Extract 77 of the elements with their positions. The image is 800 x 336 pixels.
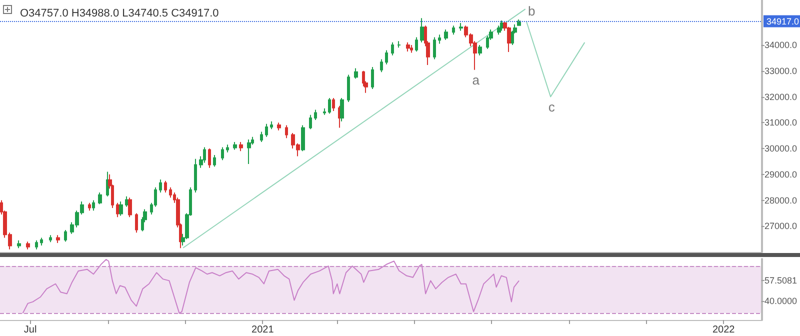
candlestick (332, 98, 335, 112)
candlestick (328, 98, 331, 114)
candlestick (233, 142, 237, 150)
candlestick (415, 36, 418, 52)
candlestick (285, 124, 288, 139)
candlestick (64, 230, 67, 242)
candlestick (314, 109, 317, 121)
candlestick (26, 241, 30, 250)
y-tick-label: 34000.0 (764, 40, 798, 50)
candlestick (391, 42, 394, 56)
y-tick-label: 28000.0 (764, 195, 798, 206)
candlestick (459, 22, 463, 32)
candlestick (119, 201, 123, 216)
candlestick (478, 44, 482, 56)
candlestick (354, 68, 358, 80)
y-tick-label: 40.0000 (764, 296, 798, 306)
candlestick (309, 114, 312, 130)
ref-line-label: 34917.0 (766, 16, 800, 26)
candlestick (397, 40, 401, 48)
candlestick (270, 120, 273, 130)
candlestick (88, 202, 91, 212)
candlestick (56, 234, 60, 244)
annotation: a (472, 72, 480, 88)
y-tick-label: 32000.0 (764, 92, 798, 102)
candlestick (135, 212, 138, 234)
x-tick-label: 2021 (252, 324, 274, 336)
candlestick (17, 240, 21, 249)
candlestick (340, 98, 344, 122)
candlestick (371, 66, 374, 90)
candlestick (194, 158, 197, 193)
y-tick-label: 30000.0 (764, 144, 798, 154)
candlestick (35, 240, 38, 250)
x-tick-label: Jul (24, 324, 37, 336)
candlestick (420, 18, 424, 43)
candlestick (507, 26, 511, 53)
candlestick (406, 42, 410, 52)
y-tick-label: 57.5081 (764, 276, 798, 286)
annotation: b (528, 3, 536, 18)
annotation: c (548, 99, 556, 114)
candlestick (323, 108, 326, 116)
candlestick (438, 34, 441, 44)
y-tick-label: 29000.0 (764, 169, 798, 180)
candlestick (125, 196, 128, 208)
candlestick (98, 192, 102, 205)
candlestick (128, 197, 132, 218)
candlestick (385, 50, 388, 65)
candlestick (500, 20, 503, 32)
candlestick (410, 44, 413, 54)
candlestick (277, 122, 281, 131)
candlestick (517, 18, 521, 26)
y-tick-label: 27000.0 (764, 221, 798, 232)
candlestick (433, 36, 436, 60)
candlestick (444, 28, 448, 40)
candlestick (247, 138, 251, 165)
candlestick (159, 179, 162, 193)
candlestick (301, 124, 305, 152)
candlestick (49, 234, 52, 243)
x-tick-label: 2022 (712, 324, 736, 336)
candlestick (452, 25, 455, 36)
candlestick (380, 58, 383, 73)
y-tick-label: 31000.0 (764, 118, 798, 128)
candlestick (347, 74, 350, 102)
y-tick-label: 33000.0 (764, 66, 798, 76)
candlestick (265, 123, 268, 138)
candlestick (221, 146, 224, 161)
candlestick (213, 154, 216, 168)
candlestick (92, 200, 95, 212)
candlestick (116, 202, 119, 218)
line-series (22, 258, 520, 314)
candlestick (239, 142, 243, 152)
candlestick (260, 131, 263, 143)
candlestick (226, 144, 229, 153)
candlestick (164, 180, 167, 193)
candlestick (40, 237, 43, 246)
candlestick (106, 171, 109, 197)
candlestick (208, 148, 211, 168)
text: O34757.0 H34988.0 L34740.5 C34917.0 (20, 8, 219, 20)
